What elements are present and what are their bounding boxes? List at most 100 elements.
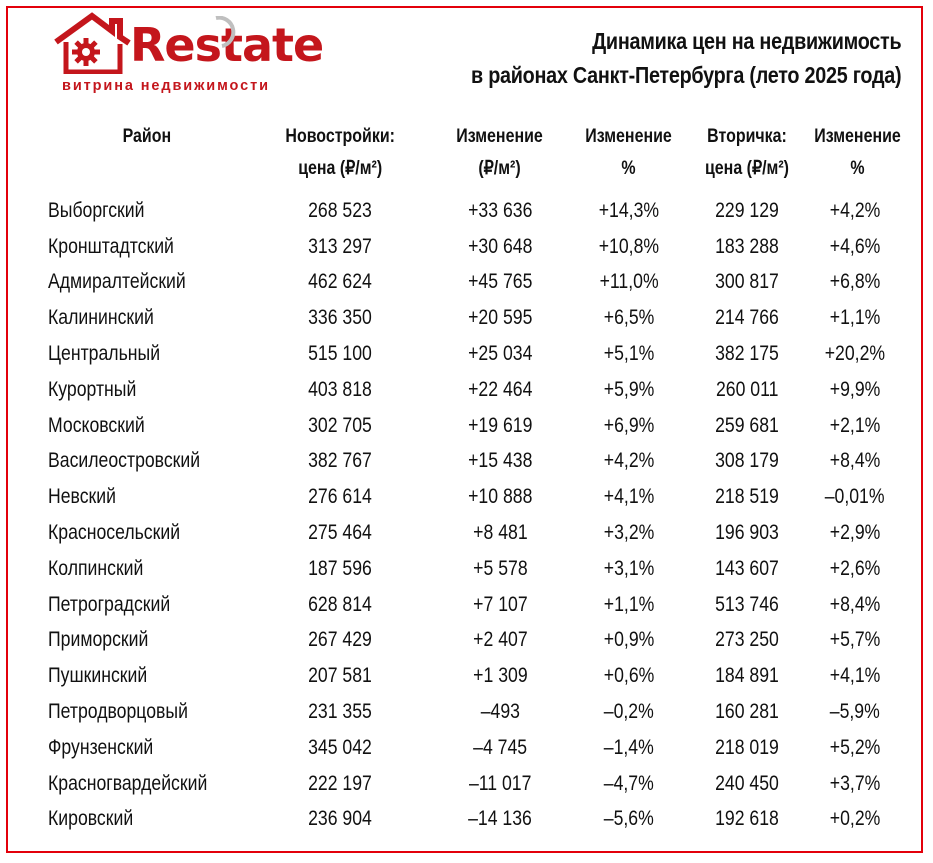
page-frame [6, 6, 923, 853]
new-change-rub-cell: –11 017 [468, 771, 532, 795]
table-row: Красносельский 275 464 +8 481 +3,2% 196 903 +… [44, 515, 904, 551]
new-change-rub-cell: +45 765 [467, 270, 533, 294]
table-row: Петродворцовый 231 355 –493 –0,2% 160 281 –5,… [44, 694, 904, 730]
resale-change-pct-cell: +3,7% [829, 771, 881, 795]
new-price-cell: 187 596 [308, 556, 372, 580]
district-cell: Приморский [48, 628, 149, 652]
resale-change-pct-cell: +2,6% [829, 556, 881, 580]
table-row: Красногвардейский 222 197 –11 017 –4,7% 240 … [44, 766, 904, 802]
district-cell: Московский [48, 413, 145, 437]
district-cell: Курортный [48, 377, 137, 401]
table-row: Калининский 336 350 +20 595 +6,5% 214 766 +1,… [44, 300, 904, 336]
table-row: Курортный 403 818 +22 464 +5,9% 260 011 +9,9% [44, 372, 904, 408]
table-header-row: Район Новостройки: цена (₽/м²) Изменение… [44, 121, 904, 193]
new-change-pct-cell: +6,9% [603, 413, 655, 437]
new-change-pct-cell: –0,2% [603, 700, 655, 724]
new-change-pct-cell: +5,1% [603, 342, 655, 366]
new-change-pct-cell: –4,7% [603, 771, 655, 795]
new-change-rub-cell: +7 107 [472, 592, 528, 616]
new-price-cell: 276 614 [308, 485, 372, 509]
new-price-cell: 207 581 [308, 664, 372, 688]
district-cell: Петроградский [48, 592, 171, 616]
new-change-pct-cell: +0,9% [603, 628, 655, 652]
district-cell: Выборгский [48, 198, 145, 222]
table-row: Василеостровский 382 767 +15 438 +4,2% 308 1… [44, 444, 904, 480]
header-new-change-pct: Изменение % [585, 126, 673, 179]
resale-change-pct-cell: +5,7% [829, 628, 881, 652]
new-price-cell: 345 042 [308, 735, 372, 759]
resale-price-cell: 382 175 [715, 342, 779, 366]
new-price-cell: 267 429 [308, 628, 372, 652]
new-change-rub-cell: +33 636 [467, 198, 533, 222]
resale-change-pct-cell: –5,9% [829, 700, 881, 724]
resale-change-pct-cell: +5,2% [829, 735, 881, 759]
new-change-rub-cell: +15 438 [467, 449, 533, 473]
resale-price-cell: 300 817 [715, 270, 779, 294]
new-change-rub-cell: –14 136 [468, 807, 532, 831]
resale-change-pct-cell: –0,01% [825, 485, 885, 509]
new-price-cell: 462 624 [308, 270, 372, 294]
new-change-pct-cell: –5,6% [603, 807, 655, 831]
new-change-rub-cell: +8 481 [472, 521, 528, 545]
new-change-rub-cell: +1 309 [472, 664, 528, 688]
resale-change-pct-cell: +8,4% [829, 449, 881, 473]
new-change-rub-cell: +30 648 [467, 234, 533, 258]
new-change-rub-cell: +25 034 [467, 342, 533, 366]
resale-change-pct-cell: +8,4% [829, 592, 881, 616]
resale-price-cell: 513 746 [715, 592, 779, 616]
new-price-cell: 268 523 [308, 198, 372, 222]
brand-arc-decoration [215, 16, 236, 48]
district-cell: Кировский [48, 807, 134, 831]
new-change-pct-cell: +5,9% [603, 377, 655, 401]
district-cell: Кронштадтский [48, 234, 174, 258]
brand-logo: Restate витрина недвижимости [52, 10, 332, 100]
resale-price-cell: 273 250 [715, 628, 779, 652]
new-price-cell: 275 464 [308, 521, 372, 545]
district-cell: Петродворцовый [48, 700, 188, 724]
resale-change-pct-cell: +4,2% [829, 198, 881, 222]
resale-price-cell: 260 011 [715, 377, 779, 401]
header-resale-change-pct: Изменение % [814, 126, 901, 179]
table-row: Кронштадтский 313 297 +30 648 +10,8% 183 288… [44, 229, 904, 265]
new-change-rub-cell: +19 619 [467, 413, 533, 437]
new-price-cell: 222 197 [308, 771, 372, 795]
resale-change-pct-cell: +2,1% [829, 413, 881, 437]
district-cell: Центральный [48, 342, 161, 366]
resale-price-cell: 259 681 [715, 413, 779, 437]
resale-change-pct-cell: +4,6% [829, 234, 881, 258]
new-change-pct-cell: +4,2% [603, 449, 655, 473]
new-change-rub-cell: +10 888 [467, 485, 533, 509]
district-cell: Василеостровский [48, 449, 201, 473]
resale-price-cell: 218 019 [715, 735, 779, 759]
district-cell: Красногвардейский [48, 771, 208, 795]
resale-price-cell: 214 766 [715, 306, 779, 330]
table-row: Центральный 515 100 +25 034 +5,1% 382 175 +20… [44, 336, 904, 372]
brand-tagline: витрина недвижимости [62, 78, 270, 94]
new-change-rub-cell: –493 [480, 700, 520, 724]
resale-price-cell: 184 891 [715, 664, 779, 688]
new-change-rub-cell: +22 464 [467, 377, 533, 401]
table-row: Невский 276 614 +10 888 +4,1% 218 519 –0,01% [44, 479, 904, 515]
new-price-cell: 302 705 [308, 413, 372, 437]
resale-change-pct-cell: +1,1% [829, 306, 881, 330]
title-line-1: Динамика цен на недвижимость [591, 28, 902, 54]
table-row: Пушкинский 207 581 +1 309 +0,6% 184 891 +4,1% [44, 658, 904, 694]
new-change-pct-cell: +14,3% [598, 198, 660, 222]
resale-change-pct-cell: +4,1% [829, 664, 881, 688]
resale-price-cell: 196 903 [715, 521, 779, 545]
resale-change-pct-cell: +0,2% [829, 807, 881, 831]
title-line-2: в районах Санкт-Петербурга (лето 2025 го… [470, 62, 902, 88]
new-price-cell: 515 100 [308, 342, 372, 366]
resale-price-cell: 143 607 [715, 556, 779, 580]
district-cell: Фрунзенский [48, 735, 154, 759]
new-change-pct-cell: –1,4% [603, 735, 655, 759]
new-change-pct-cell: +3,1% [603, 556, 655, 580]
header-resale-price: Вторичка: цена (₽/м²) [704, 126, 789, 179]
district-cell: Адмиралтейский [48, 270, 186, 294]
resale-price-cell: 192 618 [715, 807, 779, 831]
table-row: Московский 302 705 +19 619 +6,9% 259 681 +2,1… [44, 408, 904, 444]
page-title: Динамика цен на недвижимость в районах С… [401, 24, 902, 92]
new-change-pct-cell: +6,5% [603, 306, 655, 330]
table-row: Выборгский 268 523 +33 636 +14,3% 229 129 +4,… [44, 193, 904, 229]
resale-price-cell: 240 450 [715, 771, 779, 795]
